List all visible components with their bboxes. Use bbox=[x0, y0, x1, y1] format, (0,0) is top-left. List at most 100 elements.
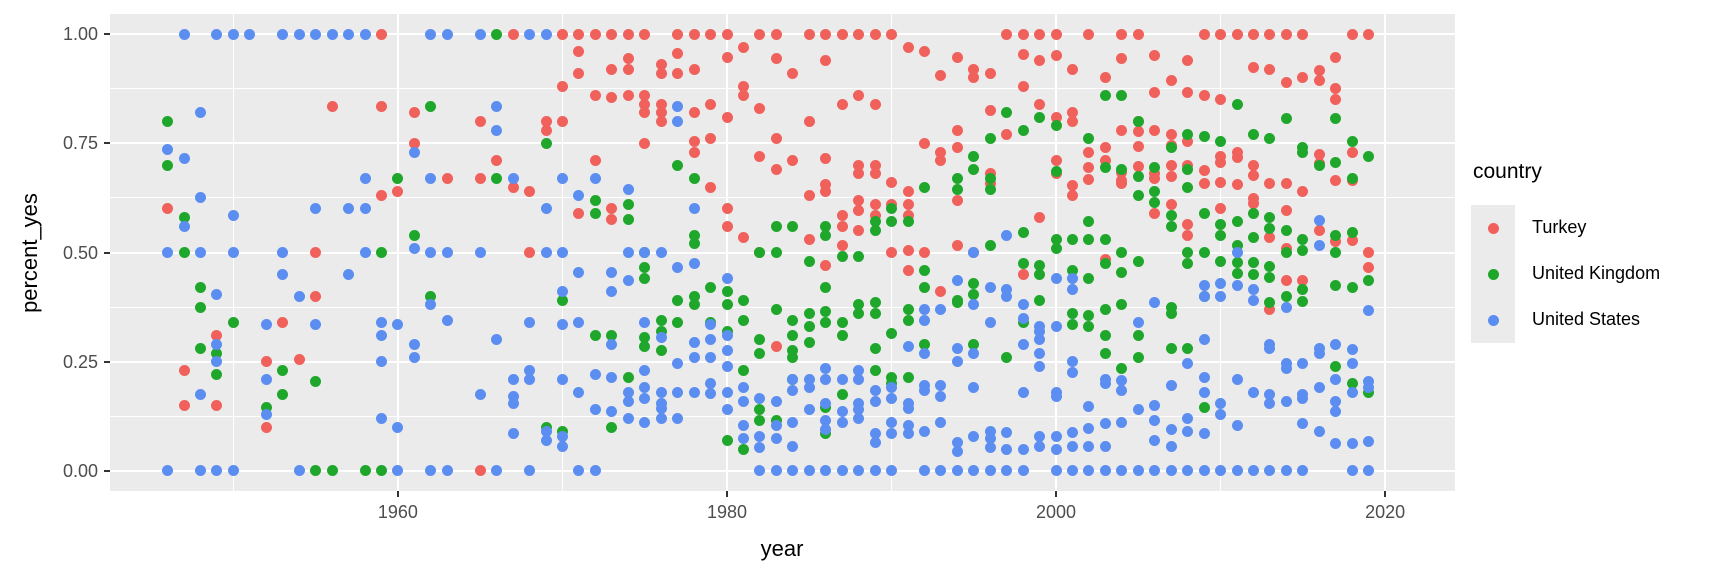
data-point-turkey bbox=[655, 59, 667, 71]
data-point-united-kingdom bbox=[787, 330, 799, 341]
data-point-united-states bbox=[556, 247, 568, 258]
data-point-turkey bbox=[622, 89, 634, 101]
data-point-turkey bbox=[1280, 76, 1292, 88]
data-point-turkey bbox=[754, 28, 766, 40]
y-tick-mark bbox=[104, 142, 110, 145]
data-point-turkey bbox=[869, 168, 881, 180]
data-point-turkey bbox=[869, 159, 881, 171]
data-point-turkey bbox=[1050, 49, 1062, 61]
data-point-turkey bbox=[1215, 156, 1227, 168]
y-major-gridline bbox=[110, 469, 1455, 472]
data-point-united-kingdom bbox=[1280, 247, 1292, 258]
data-point-united-kingdom bbox=[754, 415, 766, 427]
data-point-turkey bbox=[1264, 231, 1276, 243]
data-point-united-kingdom bbox=[1165, 209, 1177, 221]
data-point-turkey bbox=[1248, 28, 1259, 40]
data-point-turkey bbox=[672, 67, 684, 79]
data-point-united-states bbox=[1231, 247, 1243, 258]
data-point-united-states bbox=[491, 100, 503, 112]
data-point-united-kingdom bbox=[1083, 310, 1095, 322]
data-point-united-kingdom bbox=[1182, 343, 1194, 355]
data-point-united-states bbox=[1099, 378, 1111, 389]
data-point-united-kingdom bbox=[886, 371, 897, 383]
data-point-turkey bbox=[639, 107, 651, 119]
data-point-united-kingdom bbox=[211, 369, 223, 381]
data-point-united-states bbox=[1346, 465, 1358, 477]
data-point-united-states bbox=[754, 465, 766, 477]
data-point-united-states bbox=[737, 395, 749, 407]
data-point-turkey bbox=[721, 203, 733, 215]
data-point-united-states bbox=[524, 316, 535, 328]
data-point-united-states bbox=[1017, 299, 1029, 311]
data-point-united-kingdom bbox=[886, 327, 897, 339]
data-point-united-states bbox=[1132, 404, 1144, 416]
data-point-united-states bbox=[1264, 343, 1276, 355]
data-point-united-states bbox=[491, 334, 503, 346]
data-point-turkey bbox=[1198, 89, 1210, 101]
data-point-united-states bbox=[770, 419, 782, 431]
data-point-turkey bbox=[1083, 174, 1095, 186]
data-point-united-states bbox=[1313, 382, 1325, 394]
data-point-united-states bbox=[721, 360, 733, 372]
data-point-united-kingdom bbox=[853, 299, 865, 311]
data-point-united-states bbox=[853, 404, 865, 416]
data-point-united-kingdom bbox=[951, 172, 963, 184]
data-point-turkey bbox=[803, 233, 815, 245]
data-point-turkey bbox=[1330, 51, 1342, 63]
data-point-turkey bbox=[902, 264, 914, 276]
data-point-united-states bbox=[1017, 386, 1029, 398]
data-point-united-states bbox=[1067, 273, 1078, 285]
data-point-turkey bbox=[376, 190, 387, 202]
y-tick-label: 0.25 bbox=[62, 351, 98, 372]
data-point-turkey bbox=[1330, 175, 1342, 187]
data-point-united-states bbox=[359, 203, 371, 215]
data-point-united-states bbox=[737, 382, 749, 394]
data-point-united-states bbox=[178, 220, 190, 232]
data-point-united-kingdom bbox=[820, 229, 832, 241]
data-point-united-states bbox=[688, 351, 700, 363]
data-point-united-kingdom bbox=[737, 443, 749, 455]
data-point-turkey bbox=[639, 28, 651, 40]
data-point-turkey bbox=[1182, 86, 1194, 98]
data-point-united-kingdom bbox=[1215, 218, 1227, 230]
data-point-united-kingdom bbox=[1116, 89, 1128, 101]
data-point-turkey bbox=[573, 207, 585, 219]
data-point-united-states bbox=[524, 28, 535, 40]
y-tick-label: 1.00 bbox=[62, 24, 98, 45]
data-point-united-states bbox=[1149, 399, 1161, 411]
data-point-united-states bbox=[408, 338, 420, 350]
data-point-united-states bbox=[425, 465, 437, 477]
data-point-turkey bbox=[705, 98, 716, 110]
data-point-turkey bbox=[639, 137, 651, 149]
data-point-united-states bbox=[886, 465, 897, 477]
data-point-united-kingdom bbox=[1149, 196, 1161, 208]
data-point-united-kingdom bbox=[639, 340, 651, 352]
data-point-united-states bbox=[836, 417, 848, 429]
data-point-united-states bbox=[1363, 382, 1375, 394]
data-point-united-states bbox=[260, 319, 272, 331]
data-point-united-kingdom bbox=[984, 183, 996, 195]
data-point-turkey bbox=[1034, 98, 1046, 110]
data-point-united-kingdom bbox=[606, 330, 618, 341]
data-point-united-kingdom bbox=[1280, 113, 1292, 125]
y-tick-mark bbox=[104, 360, 110, 363]
data-point-united-states bbox=[376, 316, 387, 328]
data-point-united-kingdom bbox=[1165, 308, 1177, 320]
data-point-united-states bbox=[227, 465, 239, 477]
data-point-turkey bbox=[853, 159, 865, 171]
x-tick-label: 2020 bbox=[1365, 502, 1406, 522]
data-point-united-states bbox=[1001, 229, 1013, 241]
data-point-united-states bbox=[1116, 465, 1128, 477]
data-point-united-kingdom bbox=[1215, 135, 1227, 147]
data-point-united-kingdom bbox=[622, 371, 634, 383]
data-point-united-states bbox=[622, 275, 634, 287]
data-point-united-kingdom bbox=[1215, 255, 1227, 267]
data-point-united-kingdom bbox=[968, 338, 980, 350]
data-point-united-states bbox=[1017, 465, 1029, 477]
data-point-united-kingdom bbox=[1132, 116, 1144, 127]
data-point-united-states bbox=[1198, 371, 1210, 383]
data-point-turkey bbox=[918, 137, 930, 149]
data-point-united-kingdom bbox=[1083, 133, 1095, 145]
data-point-united-kingdom bbox=[1182, 247, 1194, 258]
